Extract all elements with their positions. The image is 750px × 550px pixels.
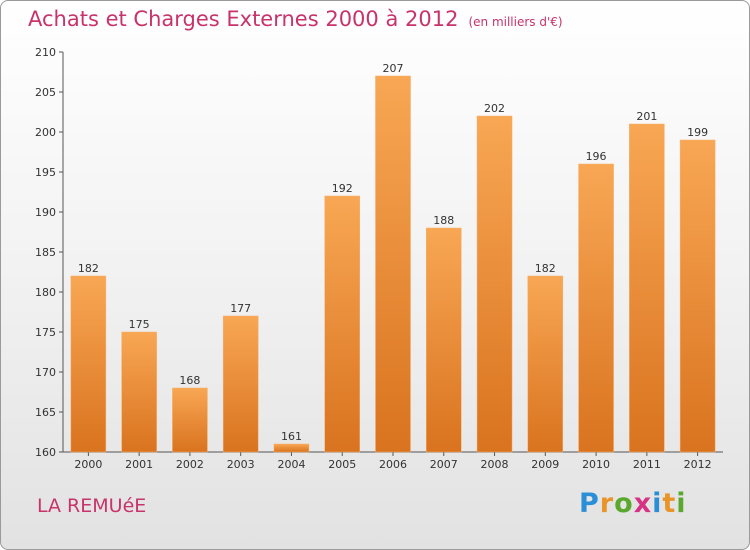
bar-2012[interactable]	[679, 139, 716, 453]
chart-title: Achats et Charges Externes 2000 à 2012 (e…	[28, 7, 563, 31]
value-label-2012: 199	[687, 126, 708, 139]
value-label-2011: 201	[636, 110, 657, 123]
x-tick-label-2003: 2003	[227, 458, 255, 471]
y-tick-label: 205	[35, 86, 56, 99]
y-tick-label: 210	[35, 46, 56, 59]
y-tick-label: 190	[35, 206, 56, 219]
bar-2010[interactable]	[578, 163, 614, 453]
value-label-2004: 161	[281, 430, 302, 443]
x-tick-label-2012: 2012	[684, 458, 712, 471]
logo-letter: P	[579, 488, 600, 519]
y-tick-label: 180	[35, 286, 56, 299]
value-label-2005: 192	[332, 182, 353, 195]
y-tick-label: 165	[35, 406, 56, 419]
bar-2011[interactable]	[629, 123, 665, 453]
y-tick-label: 160	[35, 446, 56, 459]
bar-2003[interactable]	[222, 315, 259, 453]
x-tick-label-2001: 2001	[125, 458, 153, 471]
bar-2002[interactable]	[172, 387, 208, 453]
value-label-2006: 207	[383, 62, 404, 75]
y-tick-label: 185	[35, 246, 56, 259]
x-tick-label-2002: 2002	[176, 458, 204, 471]
value-label-2009: 182	[535, 262, 556, 275]
chart-axes: 160 165 170 175 180 185 190 195 200 205 210 2000 200…	[35, 46, 723, 471]
bar-2000[interactable]	[70, 275, 107, 453]
value-label-2010: 196	[586, 150, 607, 163]
x-tick-label-2008: 2008	[481, 458, 509, 471]
x-tick-label-2011: 2011	[633, 458, 661, 471]
x-tick-label-2004: 2004	[277, 458, 305, 471]
bar-2008[interactable]	[476, 115, 513, 453]
chart-value-labels: 182 175 168 177 161 192 207 188 202 182 196 201 199	[78, 62, 708, 443]
logo-letter: x	[633, 488, 653, 519]
x-tick-label-2009: 2009	[531, 458, 559, 471]
value-label-2001: 175	[129, 318, 150, 331]
value-label-2002: 168	[179, 374, 200, 387]
x-tick-label-2010: 2010	[582, 458, 610, 471]
value-label-2000: 182	[78, 262, 99, 275]
x-tick-label-2005: 2005	[328, 458, 356, 471]
logo-letter: i	[676, 488, 687, 519]
y-tick-label: 200	[35, 126, 56, 139]
bar-2001[interactable]	[121, 331, 157, 453]
chart-bars	[70, 75, 716, 453]
bar-2009[interactable]	[527, 275, 564, 453]
commune-name: LA REMUéE	[37, 495, 147, 517]
x-tick-label-2007: 2007	[430, 458, 458, 471]
logo-letter: t	[662, 488, 677, 519]
x-tick-label-2000: 2000	[74, 458, 102, 471]
y-tick-label: 175	[35, 326, 56, 339]
bar-2007[interactable]	[426, 227, 462, 453]
logo-letter: o	[614, 488, 634, 519]
chart-subtitle: (en milliers d'€)	[468, 15, 563, 29]
bar-2006[interactable]	[375, 75, 411, 453]
value-label-2003: 177	[230, 302, 251, 315]
chart-title-text: Achats et Charges Externes 2000 à 2012	[28, 7, 459, 31]
y-tick-label: 195	[35, 166, 56, 179]
logo-letter: i	[652, 488, 663, 519]
logo-letter: r	[599, 488, 615, 519]
y-tick-label: 170	[35, 366, 56, 379]
value-label-2007: 188	[433, 214, 454, 227]
value-label-2008: 202	[484, 102, 505, 115]
x-tick-label-2006: 2006	[379, 458, 407, 471]
proxiti-logo[interactable]: Proxiti	[579, 488, 687, 519]
bar-2005[interactable]	[324, 195, 360, 453]
bar-2004[interactable]	[273, 443, 310, 453]
